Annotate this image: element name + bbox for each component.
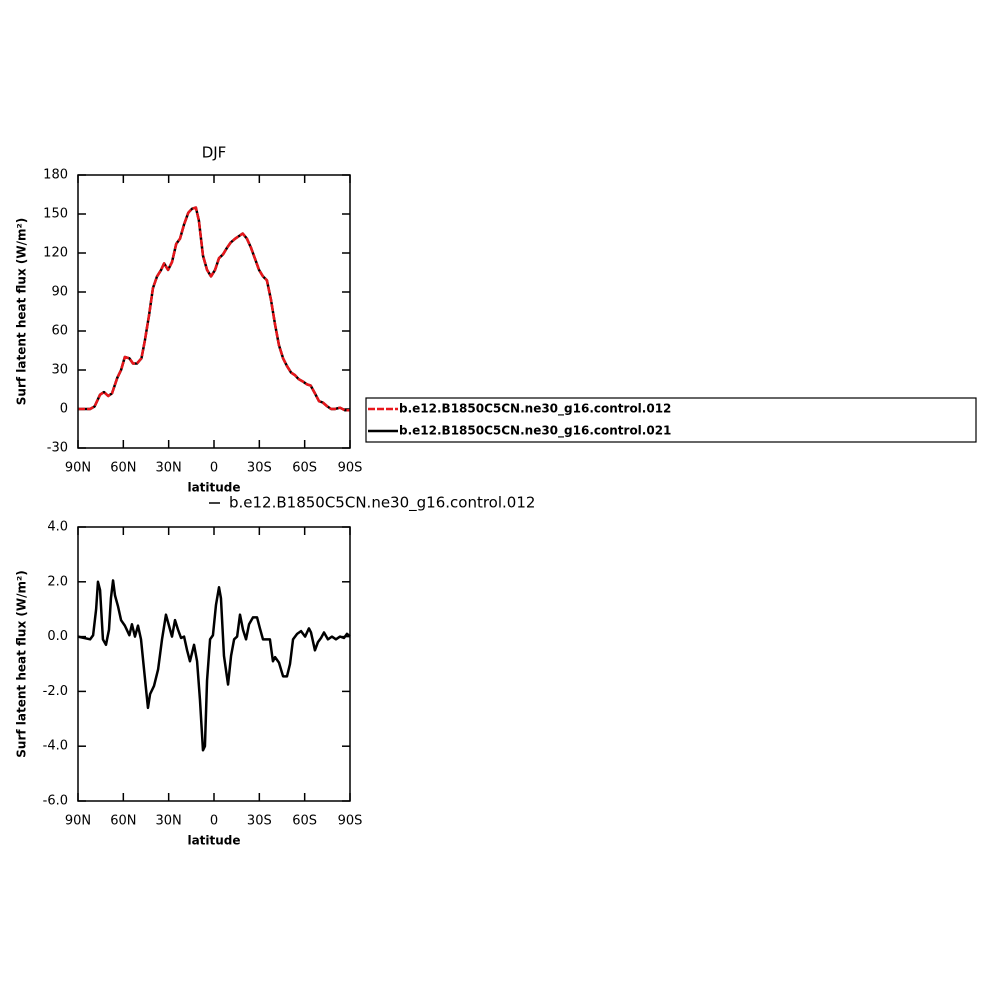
y-tick-label: -6.0: [43, 794, 68, 809]
x-tick-label: 60S: [292, 461, 317, 476]
y-tick-label: -2.0: [43, 684, 68, 699]
x-tick-label: 0: [210, 814, 218, 829]
y-tick-label: 4.0: [47, 520, 68, 535]
x-tick-label: 90S: [338, 814, 363, 829]
x-tick-label: 0: [210, 461, 218, 476]
y-tick-label: 150: [43, 207, 68, 222]
y-tick-label: -30: [47, 441, 68, 456]
x-tick-label: 90N: [65, 814, 91, 829]
series-line: [77, 579, 351, 752]
legend-label: b.e12.B1850C5CN.ne30_g16.control.012: [229, 494, 535, 513]
y-tick-label: 2.0: [47, 574, 68, 589]
series-line: [78, 206, 350, 412]
x-tick-label: 90N: [65, 461, 91, 476]
chart-title: DJF: [202, 144, 227, 162]
y-tick-label: 0: [60, 402, 68, 417]
legend-label: b.e12.B1850C5CN.ne30_g16.control.021: [399, 424, 671, 439]
plot-frame: [77, 174, 351, 449]
y-axis-label: Surf latent heat flux (W/m²): [15, 218, 29, 405]
legend-label: b.e12.B1850C5CN.ne30_g16.control.012: [399, 402, 671, 417]
y-tick-label: 30: [51, 363, 68, 378]
plot-frame: [77, 526, 351, 802]
y-tick-label: 120: [43, 246, 68, 261]
x-axis-label: latitude: [187, 834, 240, 848]
y-tick-label: 180: [43, 168, 68, 183]
x-tick-label: 30S: [247, 461, 272, 476]
x-tick-label: 60S: [292, 814, 317, 829]
x-tick-label: 60N: [110, 814, 136, 829]
x-tick-label: 30S: [247, 814, 272, 829]
y-tick-label: 0.0: [47, 629, 68, 644]
x-axis-label: latitude: [187, 481, 240, 495]
series-line: [78, 206, 350, 412]
legend-box: [365, 397, 977, 443]
x-tick-label: 60N: [110, 461, 136, 476]
y-tick-label: 90: [51, 285, 68, 300]
y-tick-label: -4.0: [43, 739, 68, 754]
y-axis-label: Surf latent heat flux (W/m²): [15, 570, 29, 757]
x-tick-label: 90S: [338, 461, 363, 476]
y-tick-label: 60: [51, 324, 68, 339]
x-tick-label: 30N: [156, 461, 182, 476]
x-tick-label: 30N: [156, 814, 182, 829]
